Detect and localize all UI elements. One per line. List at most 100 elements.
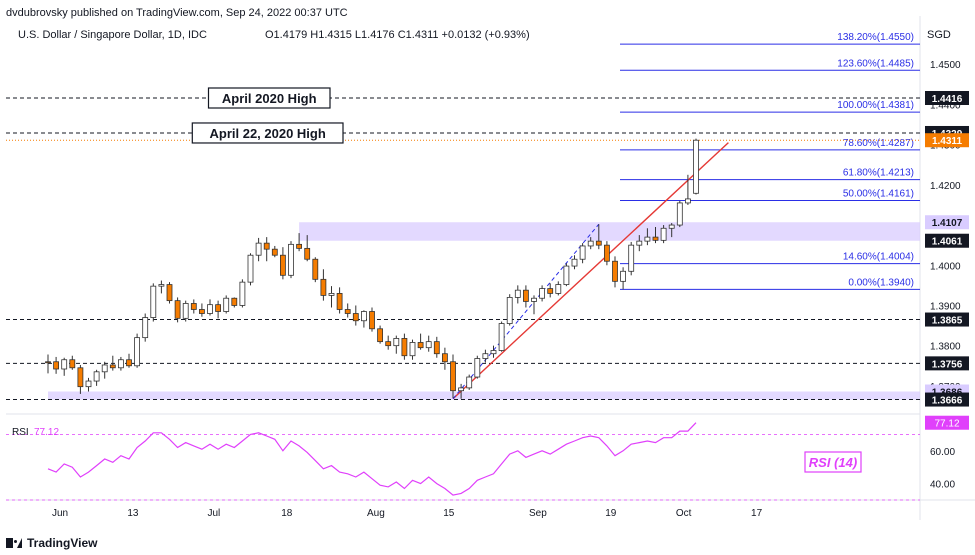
bullish-candle bbox=[134, 337, 141, 367]
bullish-candle bbox=[360, 311, 367, 322]
bullish-candle bbox=[61, 359, 68, 370]
bearish-candle bbox=[231, 297, 238, 306]
time-tick-label: Jun bbox=[52, 508, 68, 519]
time-tick-label: Aug bbox=[367, 508, 385, 519]
bullish-candle bbox=[693, 139, 699, 194]
time-tick-label: 17 bbox=[751, 508, 763, 519]
time-tick-label: 18 bbox=[281, 508, 293, 519]
bearish-candle bbox=[263, 242, 270, 250]
footer-brand[interactable]: TradingView bbox=[6, 536, 97, 550]
price-level-tag bbox=[925, 215, 969, 230]
bearish-candle bbox=[174, 300, 181, 319]
price-level-tag bbox=[925, 133, 969, 148]
fib-level-label: 50.00%(1.4161) bbox=[843, 189, 914, 200]
bearish-candle bbox=[385, 341, 392, 347]
price-level-tag bbox=[925, 91, 969, 105]
bearish-candle bbox=[279, 254, 286, 276]
price-level-tag bbox=[925, 392, 969, 407]
rsi-value-tag bbox=[925, 415, 969, 430]
price-level-tag-label: 1.4416 bbox=[932, 94, 963, 105]
bullish-candle bbox=[409, 342, 416, 357]
bearish-candle bbox=[523, 289, 529, 302]
time-tick-label: Jul bbox=[208, 508, 221, 519]
bullish-candle bbox=[620, 270, 626, 282]
annotation-april-22-2020-high-box bbox=[191, 122, 344, 144]
bullish-candle bbox=[158, 284, 165, 287]
price-tick-label: 1.4200 bbox=[930, 181, 961, 192]
bearish-candle bbox=[126, 359, 132, 367]
bullish-candle bbox=[288, 243, 294, 276]
annotation-april-22-2020-high: April 22, 2020 High bbox=[209, 126, 325, 141]
bullish-candle bbox=[239, 281, 246, 306]
price-tick-label: 1.3900 bbox=[930, 301, 961, 312]
bullish-candle bbox=[425, 341, 432, 349]
support-resistance-zone bbox=[48, 391, 920, 400]
bullish-candle bbox=[531, 297, 537, 302]
bearish-candle bbox=[604, 244, 610, 262]
bullish-candle bbox=[571, 258, 578, 267]
fib-level-label: 0.00%(1.3940) bbox=[848, 277, 914, 288]
ohlc-readout: O1.4179 H1.4315 L1.4176 C1.4311 +0.0132 … bbox=[265, 29, 530, 41]
time-tick-label: 13 bbox=[127, 508, 139, 519]
bullish-candle bbox=[555, 284, 562, 294]
bearish-candle bbox=[612, 260, 618, 282]
bearish-candle bbox=[433, 341, 440, 355]
price-level-tag-label: 1.4107 bbox=[932, 218, 963, 229]
bearish-candle bbox=[215, 304, 222, 312]
bullish-candle bbox=[458, 387, 465, 392]
price-level-tag-label: 1.3756 bbox=[932, 359, 963, 370]
bearish-candle bbox=[547, 288, 554, 294]
bearish-candle bbox=[304, 247, 311, 260]
fib-level-label: 14.60%(1.4004) bbox=[843, 252, 914, 263]
price-level-tag-label: 1.4311 bbox=[932, 136, 962, 147]
bearish-candle bbox=[417, 342, 424, 349]
bullish-candle bbox=[482, 353, 489, 359]
bullish-candle bbox=[539, 288, 545, 299]
fib-level-label: 123.60%(1.4485) bbox=[837, 58, 914, 69]
price-tick-label: 1.4500 bbox=[930, 60, 961, 71]
bullish-candle bbox=[466, 376, 473, 389]
bullish-candle bbox=[628, 244, 635, 272]
price-level-tag-label: 1.3865 bbox=[932, 316, 963, 327]
price-level-tag bbox=[925, 312, 969, 327]
bullish-candle bbox=[579, 245, 586, 260]
rsi-tick-label: 60.00 bbox=[930, 447, 955, 458]
bullish-candle bbox=[660, 227, 667, 241]
bullish-candle bbox=[207, 304, 213, 314]
bearish-candle bbox=[401, 338, 408, 357]
bullish-candle bbox=[142, 317, 149, 339]
price-level-tag-label: 1.4061 bbox=[932, 237, 963, 248]
time-tick-label: Sep bbox=[529, 508, 547, 519]
rsi-value-tag-label: 77.12 bbox=[934, 419, 959, 430]
price-tick-label: 1.4400 bbox=[930, 100, 961, 111]
bearish-candle bbox=[198, 309, 205, 314]
bullish-candle bbox=[93, 371, 100, 382]
price-level-tag bbox=[925, 356, 969, 371]
bearish-candle bbox=[652, 236, 659, 241]
bullish-candle bbox=[223, 297, 230, 312]
bearish-candle bbox=[296, 243, 303, 249]
bearish-candle bbox=[190, 303, 197, 310]
bearish-candle bbox=[450, 361, 456, 392]
bearish-candle bbox=[441, 353, 448, 363]
bullish-candle bbox=[636, 240, 643, 246]
time-tick-label: Oct bbox=[676, 508, 692, 519]
rsi-tick-label: 40.00 bbox=[930, 480, 955, 491]
bullish-candle bbox=[506, 297, 513, 324]
fib-level-label: 78.60%(1.4287) bbox=[843, 138, 914, 149]
bearish-candle bbox=[369, 311, 375, 330]
bullish-candle bbox=[676, 202, 683, 226]
bearish-candle bbox=[336, 293, 343, 310]
bullish-candle bbox=[85, 380, 92, 388]
footer-brand-text: TradingView bbox=[27, 536, 98, 550]
symbol-title: U.S. Dollar / Singapore Dollar, 1D, IDC bbox=[18, 29, 207, 41]
bearish-candle bbox=[595, 240, 602, 246]
rsi-callout: RSI (14) bbox=[809, 455, 857, 470]
bullish-candle bbox=[474, 358, 481, 378]
annotation-april-2020-high: April 2020 High bbox=[222, 91, 317, 106]
bullish-candle bbox=[514, 289, 521, 298]
time-tick-label: 15 bbox=[443, 508, 455, 519]
rsi-callout-box bbox=[804, 451, 862, 473]
annotation-april-2020-high-box bbox=[207, 87, 331, 109]
